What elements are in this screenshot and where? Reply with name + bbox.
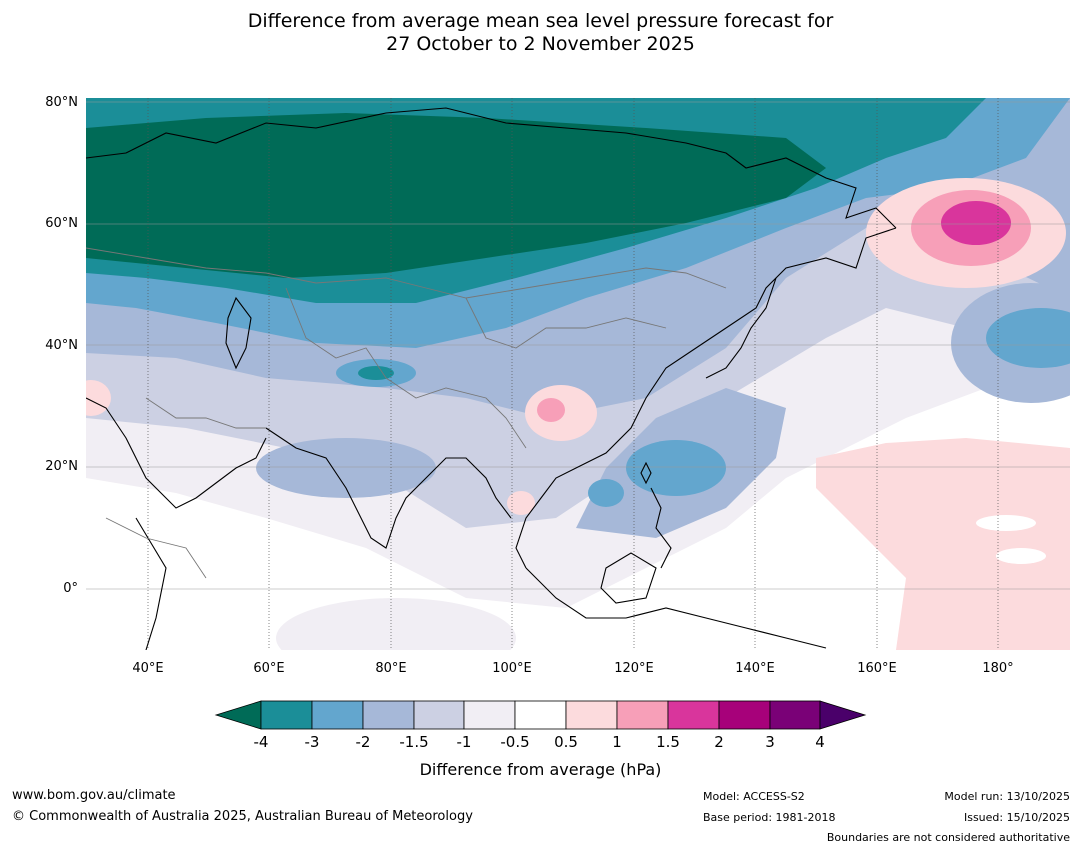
lat-label-equator: 0° <box>63 581 78 596</box>
colorbar-bin-4 <box>413 700 465 730</box>
colorbar-tick: -3 <box>304 733 320 751</box>
country-boundaries <box>86 247 727 579</box>
map-canvas <box>86 98 1070 650</box>
colorbar-tick: -1.5 <box>399 733 429 751</box>
contour-north-pacific-low-core <box>986 308 1070 368</box>
chart-title: Difference from average mean sea level p… <box>0 10 1081 56</box>
colorbar-tick: -1 <box>456 733 472 751</box>
lat-label-40n: 40°N <box>45 338 78 353</box>
coast-philippines <box>650 487 672 569</box>
colorbar-bin-9 <box>667 700 720 730</box>
colorbar-tick: 2 <box>714 733 724 751</box>
colorbar-tick: 0.5 <box>554 733 578 751</box>
colorbar-bin-1 <box>260 700 313 730</box>
coast-arabia-africa <box>86 397 267 650</box>
coastlines <box>86 107 897 650</box>
coast-borneo <box>600 552 657 604</box>
colorbar-tick: -0.5 <box>500 733 530 751</box>
lon-label-60e: 60°E <box>253 661 285 676</box>
contour-minus-4-siberia <box>86 113 826 278</box>
coast-arctic <box>86 107 897 229</box>
coast-taiwan <box>640 461 652 485</box>
lon-label-180: 180° <box>982 661 1014 676</box>
latitude-gridlines <box>86 101 1070 590</box>
colorbar-bin-5 <box>463 700 516 730</box>
colorbar-over-arrow <box>819 700 867 730</box>
lat-label-80n: 80°N <box>45 95 78 110</box>
contour-indochina-weak-high <box>507 491 535 515</box>
disclaimer-text: Boundaries are not considered authoritat… <box>826 831 1070 844</box>
lon-label-120e: 120°E <box>614 661 654 676</box>
issued-text: Issued: 15/10/2025 <box>963 811 1070 824</box>
longitude-gridlines <box>147 98 999 650</box>
lon-label-80e: 80°E <box>375 661 407 676</box>
contour-southern-weak-low <box>276 598 516 650</box>
lon-label-100e: 100°E <box>492 661 532 676</box>
coast-east-asia <box>515 227 897 569</box>
colorbar-tick: 3 <box>765 733 775 751</box>
coast-india <box>265 427 512 549</box>
lat-label-60n: 60°N <box>45 216 78 231</box>
colorbar-bin-3 <box>362 700 415 730</box>
contour-west-pacific-low-core-2 <box>588 479 624 507</box>
coast-japan <box>705 277 777 379</box>
model-text: Model: ACCESS-S2 <box>703 790 805 803</box>
coast-maritime <box>525 567 827 649</box>
lat-label-20n: 20°N <box>45 459 78 474</box>
colorbar-bin-10 <box>718 700 771 730</box>
coast-caspian <box>225 296 252 370</box>
lon-label-40e: 40°E <box>132 661 164 676</box>
contour-pacific-high-hole <box>976 515 1036 531</box>
contour-west-pacific-low-core <box>626 440 726 496</box>
colorbar-tick: -2 <box>355 733 371 751</box>
colorbar-tick: -4 <box>253 733 269 751</box>
title-line-2: 27 October to 2 November 2025 <box>386 33 695 55</box>
lon-label-160e: 160°E <box>857 661 897 676</box>
colorbar-label: Difference from average (hPa) <box>419 760 662 779</box>
copyright-text: © Commonwealth of Australia 2025, Austra… <box>12 809 473 824</box>
colorbar-under-arrow <box>214 700 262 730</box>
colorbar-bin-7 <box>565 700 618 730</box>
colorbar <box>214 700 867 730</box>
colorbar-tick: 4 <box>815 733 825 751</box>
colorbar-bin-2 <box>311 700 364 730</box>
colorbar-bin-11 <box>769 700 821 730</box>
contour-pacific-high <box>816 438 1070 650</box>
model-run-text: Model run: 13/10/2025 <box>944 790 1070 803</box>
website-link[interactable]: www.bom.gov.au/climate <box>12 788 176 803</box>
forecast-map[interactable] <box>86 98 1070 650</box>
colorbar-bin-6 <box>514 700 567 730</box>
colorbar-bin-8 <box>616 700 669 730</box>
lon-label-140e: 140°E <box>735 661 775 676</box>
title-line-1: Difference from average mean sea level p… <box>247 10 834 32</box>
base-period-text: Base period: 1981-2018 <box>703 811 836 824</box>
contour-pacific-high-hole-2 <box>996 548 1046 564</box>
colorbar-tick: 1.5 <box>656 733 680 751</box>
colorbar-tick: 1 <box>612 733 622 751</box>
contour-kamchatka-high-core <box>941 201 1011 245</box>
contour-china-high-core <box>537 398 565 422</box>
